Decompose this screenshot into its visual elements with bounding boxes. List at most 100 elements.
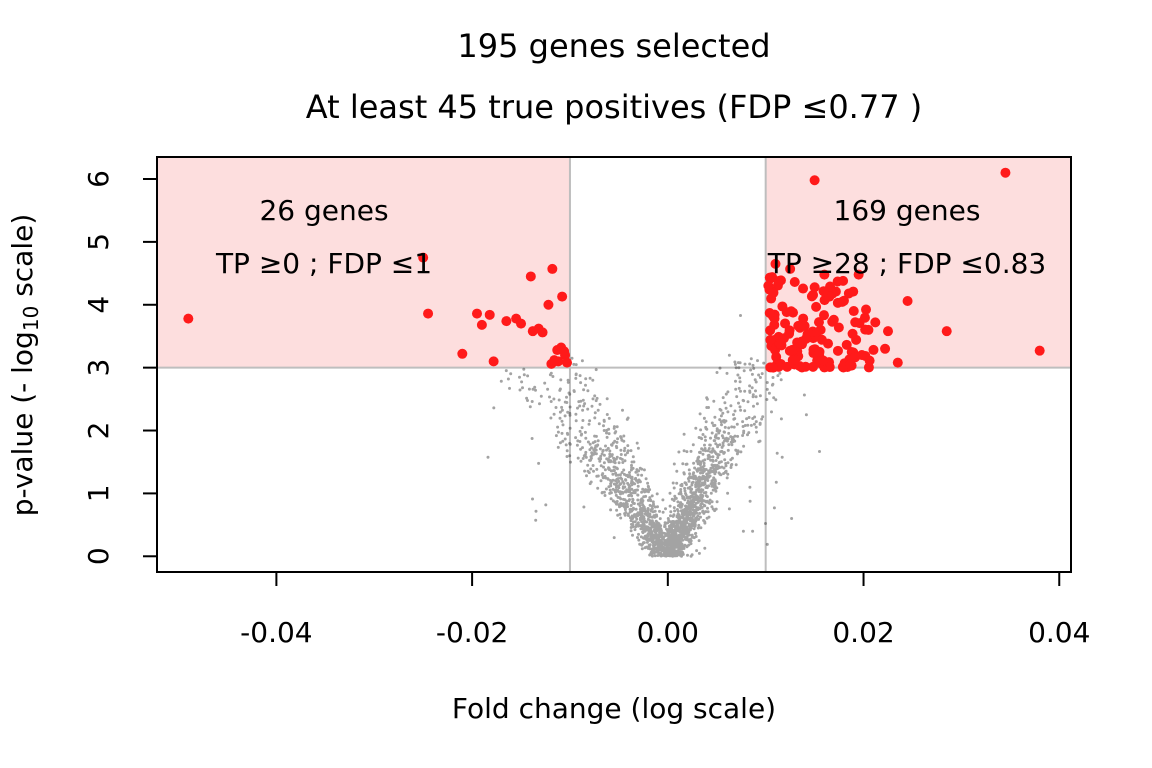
selected-point-34	[870, 317, 881, 328]
selected-point-0	[183, 313, 194, 324]
selected-point-5	[476, 319, 487, 330]
selected-point-cluster-19	[765, 325, 776, 336]
selected-point-cluster-78	[808, 361, 819, 372]
selected-point-cluster-91	[818, 355, 829, 366]
selected-point-6	[484, 309, 495, 320]
selected-point-cluster-115	[784, 345, 795, 356]
selected-point-cluster-108	[787, 355, 798, 366]
selected-point-cluster-110	[814, 346, 825, 357]
selected-point-29	[941, 326, 952, 337]
background-points	[486, 314, 845, 558]
left-selection-region	[157, 157, 570, 368]
selected-point-cluster-86	[811, 301, 822, 312]
selected-point-cluster-112	[819, 310, 830, 321]
selected-point-19	[562, 357, 573, 368]
selected-point-31	[892, 357, 903, 368]
selected-point-13	[543, 299, 554, 310]
y-tick-label-6: 6	[82, 170, 115, 188]
y-tick-label-3: 3	[82, 359, 115, 377]
selected-point-20	[537, 327, 548, 338]
selected-point-14	[547, 263, 558, 274]
selected-point-cluster-127	[845, 359, 856, 370]
selected-points	[183, 167, 1045, 373]
selected-point-cluster-63	[838, 275, 849, 286]
x-axis-label: Fold change (log scale)	[452, 692, 776, 725]
x-tick-label-4: 0.04	[1028, 616, 1090, 649]
y-tick-label-0: 0	[82, 547, 115, 565]
selected-point-cluster-33	[789, 277, 800, 288]
selected-point-cluster-97	[765, 334, 776, 345]
selected-point-41	[770, 258, 781, 269]
right-region-count: 169 genes	[834, 194, 981, 227]
selected-point-cluster-84	[782, 361, 793, 372]
selected-point-cluster-103	[780, 318, 791, 329]
selected-point-cluster-120	[847, 328, 858, 339]
selected-point-10	[525, 271, 536, 282]
selected-point-cluster-87	[827, 316, 838, 327]
selected-point-33	[880, 343, 891, 354]
selected-point-27	[1000, 167, 1011, 178]
selected-point-cluster-118	[813, 317, 824, 328]
selected-point-cluster-75	[860, 324, 871, 335]
selected-point-3	[457, 348, 468, 359]
selected-point-cluster-74	[764, 307, 775, 318]
plot-frame	[156, 156, 1072, 573]
selected-point-cluster-94	[775, 338, 786, 349]
selected-point-cluster-122	[837, 296, 848, 307]
selected-point-2	[423, 308, 434, 319]
selection-regions	[157, 157, 1071, 368]
selected-point-36	[853, 269, 864, 280]
selected-point-40	[785, 263, 796, 274]
y-tick-label-5: 5	[82, 233, 115, 251]
chart-subtitle: At least 45 true positives (FDP ≤0.77 )	[306, 88, 922, 126]
selected-point-17	[557, 291, 568, 302]
selected-point-cluster-62	[832, 345, 843, 356]
selected-point-39	[819, 269, 830, 280]
selected-point-cluster-73	[850, 317, 861, 328]
y-tick-label-2: 2	[82, 422, 115, 440]
background-gene-cloud	[486, 314, 845, 558]
selected-point-32	[883, 326, 894, 337]
x-tick-label-0: -0.04	[240, 616, 312, 649]
x-tick-label-3: 0.02	[832, 616, 894, 649]
selected-point-cluster-114	[863, 362, 874, 373]
selected-point-cluster-3	[841, 339, 852, 350]
selected-point-cluster-105	[861, 304, 872, 315]
selected-point-cluster-126	[781, 307, 792, 318]
selected-point-37	[848, 306, 859, 317]
y-axis-label: p-value (- log10 scale)	[6, 214, 43, 517]
selected-point-cluster-101	[773, 275, 784, 286]
axes: -0.04 -0.02 0.00 0.02 0.04 0 1 2 3 4 5 6	[82, 156, 1090, 649]
selected-point-cluster-129	[816, 334, 827, 345]
selected-point-cluster-111	[767, 362, 778, 373]
selected-point-cluster-119	[763, 280, 774, 291]
selected-point-28	[1034, 345, 1045, 356]
selected-point-25	[559, 346, 570, 357]
selected-point-cluster-28	[868, 344, 879, 355]
selected-point-cluster-128	[800, 333, 811, 344]
x-tick-label-2: 0.00	[637, 616, 699, 649]
selected-point-8	[501, 316, 512, 327]
selected-point-1	[418, 252, 429, 263]
selected-point-cluster-116	[818, 286, 829, 297]
selected-point-26	[809, 175, 820, 186]
selected-point-cluster-16	[798, 283, 809, 294]
selected-point-24	[549, 355, 560, 366]
y-tick-label-1: 1	[82, 484, 115, 502]
selected-point-cluster-123	[837, 361, 848, 372]
selected-point-cluster-98	[809, 282, 820, 293]
chart-title: 195 genes selected	[457, 27, 770, 65]
right-region-stats: TP ≥28 ; FDP ≤0.83	[767, 247, 1046, 280]
selected-point-cluster-124	[833, 322, 844, 333]
selected-point-cluster-80	[768, 287, 779, 298]
selected-point-7	[488, 356, 499, 367]
selected-point-30	[902, 295, 913, 306]
selected-point-cluster-102	[793, 320, 804, 331]
selected-point-cluster-82	[812, 327, 823, 338]
selected-point-cluster-125	[848, 286, 859, 297]
selected-point-21	[516, 318, 527, 329]
left-region-stats: TP ≥0 ; FDP ≤1	[215, 247, 432, 280]
y-tick-label-4: 4	[82, 296, 115, 314]
selected-point-cluster-67	[808, 289, 819, 300]
